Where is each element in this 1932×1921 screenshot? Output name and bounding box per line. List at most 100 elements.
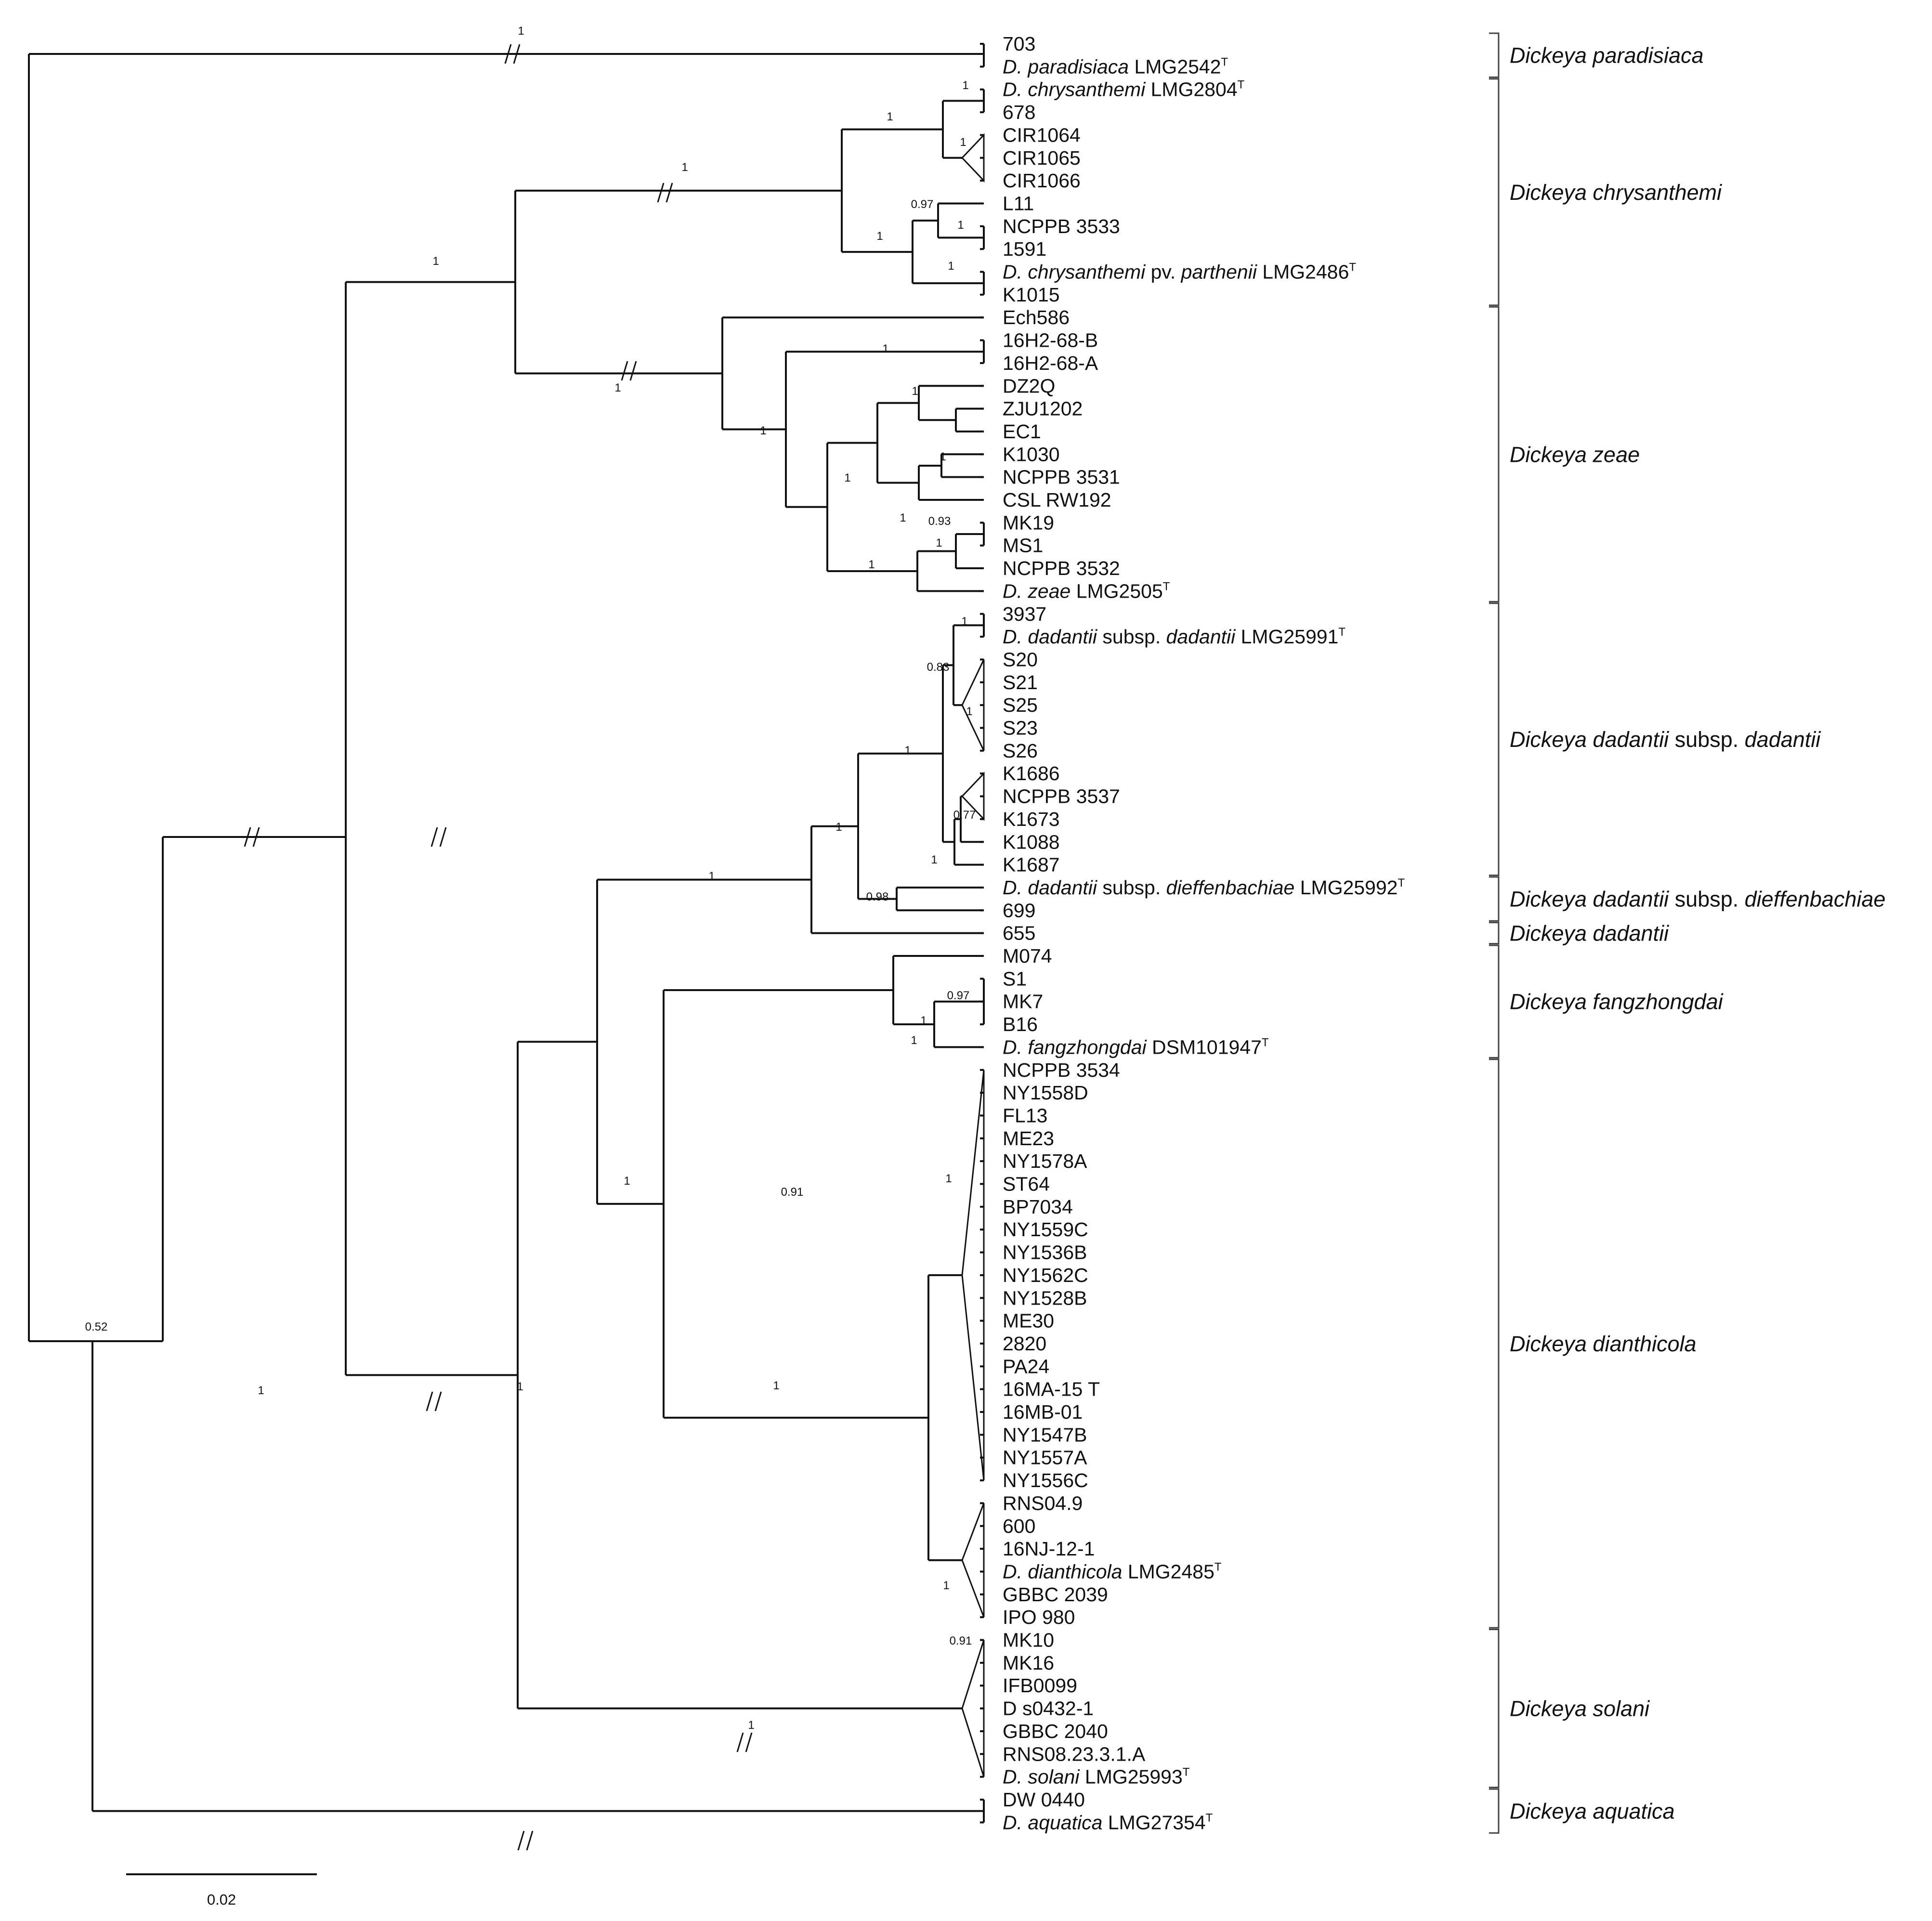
- branch-break-marks: [244, 44, 753, 1851]
- support-value: 1: [624, 1175, 630, 1188]
- tip-label: D s0432-1: [1003, 1698, 1094, 1720]
- tip-label: CSL RW192: [1003, 489, 1111, 511]
- tip-label: NY1536B: [1003, 1241, 1087, 1264]
- support-value: 1: [962, 79, 968, 92]
- tip-label: CIR1066: [1003, 170, 1081, 192]
- tip-label: NCPPB 3531: [1003, 466, 1120, 488]
- break-mark: [621, 361, 637, 381]
- tip-label: NCPPB 3532: [1003, 557, 1120, 579]
- clade-label: Dickeya solani: [1510, 1697, 1650, 1721]
- tip-label: RNS08.23.3.1.A: [1003, 1743, 1146, 1765]
- tip-label: K1015: [1003, 284, 1060, 306]
- support-value: 1: [760, 424, 766, 437]
- tip-label: 16H2-68-A: [1003, 352, 1098, 374]
- tip-label: DZ2Q: [1003, 375, 1055, 397]
- tip-label: S1: [1003, 967, 1027, 990]
- tip-label: 678: [1003, 101, 1035, 123]
- tip-label: B16: [1003, 1013, 1038, 1035]
- support-value: 1: [960, 136, 966, 149]
- tip-label: NY1578A: [1003, 1150, 1087, 1172]
- clade-bracket: [1489, 306, 1500, 602]
- clade-bracket: [1489, 944, 1500, 1059]
- clade-label: Dickeya dadantii: [1510, 921, 1670, 946]
- tip-label: D. zeae LMG2505T: [1003, 580, 1170, 602]
- tip-label: S26: [1003, 740, 1038, 762]
- break-mark: [657, 183, 673, 203]
- scale-bar: 0.02: [126, 1873, 317, 1908]
- clade-label: Dickeya zeae: [1510, 442, 1640, 467]
- support-value: 0.97: [911, 198, 934, 211]
- tip-label: K1030: [1003, 443, 1060, 465]
- support-value: 1: [961, 615, 967, 628]
- support-value: 1: [844, 471, 850, 484]
- tip-label: 699: [1003, 899, 1035, 921]
- support-value: 1: [936, 536, 942, 549]
- tip-label: BP7034: [1003, 1196, 1073, 1218]
- tip-label: K1687: [1003, 854, 1060, 876]
- clade-bracket: [1489, 78, 1500, 306]
- break-mark: [244, 827, 260, 847]
- tip-label: D. dianthicola LMG2485T: [1003, 1560, 1222, 1582]
- support-value: 1: [911, 1034, 917, 1047]
- tip-label: NY1559C: [1003, 1218, 1088, 1241]
- support-value: 0.77: [953, 809, 976, 822]
- tip-label: MK7: [1003, 991, 1043, 1013]
- tip-label: K1088: [1003, 831, 1060, 853]
- support-value: 1: [835, 821, 842, 834]
- tip-label: PA24: [1003, 1355, 1049, 1377]
- support-value: 1: [943, 1579, 949, 1592]
- tip-label: 703: [1003, 33, 1035, 55]
- tip-label: 3937: [1003, 603, 1046, 625]
- support-value: 0.97: [947, 989, 970, 1002]
- tip-label: NY1528B: [1003, 1287, 1087, 1309]
- support-value: 0.52: [85, 1320, 108, 1333]
- clade-label: Dickeya dianthicola: [1510, 1332, 1697, 1356]
- tip-label: MK10: [1003, 1629, 1054, 1651]
- collapsed-clade: [961, 133, 985, 183]
- tip-label: D. aquatica LMG27354T: [1003, 1811, 1213, 1833]
- tip-label: S25: [1003, 694, 1038, 716]
- support-value: 1: [868, 558, 875, 571]
- tip-label: 1591: [1003, 238, 1046, 260]
- break-mark: [431, 827, 447, 847]
- clade-bracket: [1489, 1629, 1500, 1789]
- support-value: 0.83: [927, 661, 950, 674]
- support-value: 1: [940, 450, 946, 463]
- collapsed-clade: [961, 659, 985, 751]
- tip-label: MK16: [1003, 1652, 1054, 1674]
- clade-bracket: [1489, 1059, 1500, 1629]
- break-mark: [736, 1732, 753, 1752]
- tip-label: ZJU1202: [1003, 398, 1083, 420]
- scale-bar-label: 0.02: [207, 1891, 236, 1908]
- tip-label: 16MB-01: [1003, 1401, 1083, 1423]
- clade-bracket: [1489, 1788, 1500, 1834]
- tip-label: S20: [1003, 648, 1038, 670]
- support-value: 1: [876, 230, 883, 243]
- break-mark: [426, 1391, 442, 1411]
- tip-label: MS1: [1003, 535, 1043, 557]
- tip-label: NY1562C: [1003, 1264, 1088, 1286]
- support-value: 1: [912, 385, 918, 398]
- clade-label: Dickeya fangzhongdai: [1510, 990, 1724, 1014]
- clade-label: Dickeya dadantii subsp. dieffenbachiae: [1510, 887, 1886, 912]
- clade-label: Dickeya dadantii subsp. dadantii: [1510, 727, 1821, 752]
- tip-label: NY1556C: [1003, 1469, 1088, 1491]
- support-value: 0.91: [950, 1634, 972, 1647]
- tip-label: K1673: [1003, 808, 1060, 830]
- tip-label: ME23: [1003, 1127, 1054, 1150]
- tip-label: M074: [1003, 945, 1052, 967]
- tip-label: D. chrysanthemi LMG2804T: [1003, 78, 1245, 101]
- support-value: 1: [948, 260, 954, 273]
- tip-label: NY1558D: [1003, 1082, 1088, 1104]
- tip-label: D. chrysanthemi pv. parthenii LMG2486T: [1003, 261, 1356, 283]
- tip-label: NY1557A: [1003, 1447, 1087, 1469]
- tip-label: 655: [1003, 922, 1035, 944]
- tree-branches: [28, 43, 985, 1824]
- support-value: 1: [882, 342, 888, 355]
- support-value: 1: [681, 161, 688, 174]
- tip-label: ME30: [1003, 1310, 1054, 1332]
- tip-label: K1686: [1003, 762, 1060, 784]
- tip-label: FL13: [1003, 1104, 1047, 1126]
